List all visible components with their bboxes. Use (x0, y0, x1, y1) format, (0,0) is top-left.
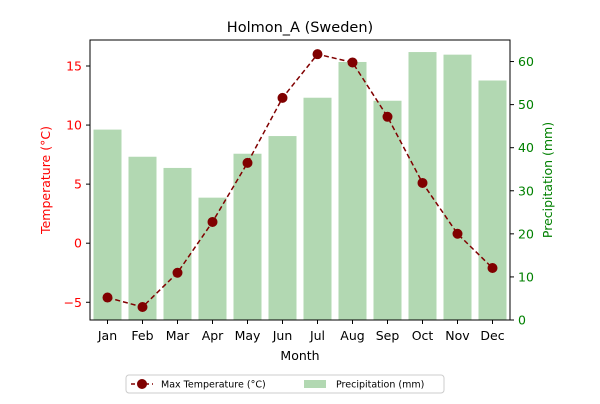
x-tick-label: Jul (309, 328, 325, 343)
x-tick-label: Dec (480, 328, 504, 343)
temperature-point-apr (207, 216, 218, 227)
y-right-axis-label: Precipitation (mm) (540, 122, 555, 238)
x-tick-label: Jan (97, 328, 117, 343)
axes: Jan Feb Mar Apr May Jun Jul Aug Sep Oct Nov Dec −5 0 5… (64, 39, 534, 343)
temperature-point-jan (102, 292, 113, 303)
temperature-point-nov (452, 228, 463, 239)
y-left-tick-label: 0 (74, 236, 82, 251)
chart-title: Holmon_A (Sweden) (227, 20, 373, 36)
y-right-tick-label: 50 (518, 97, 534, 112)
temperature-point-jul (312, 49, 323, 60)
precipitation-bar-dec (478, 80, 507, 321)
precipitation-bar-nov (443, 54, 472, 321)
x-tick-label: Jun (272, 328, 293, 343)
legend-bar-swatch (304, 380, 326, 388)
y-left-axis-label: Temperature (°C) (38, 126, 53, 235)
temperature-point-may (242, 157, 253, 168)
temperature-point-aug (347, 57, 358, 68)
y-left-tick-label: 15 (66, 58, 82, 73)
y-right-tick-label: 40 (518, 140, 534, 155)
y-right-tick-label: 60 (518, 54, 534, 69)
precipitation-bar-aug (338, 61, 367, 320)
y-left-tick-label: −5 (64, 295, 82, 310)
temperature-point-feb (137, 302, 148, 312)
precipitation-bar-feb (128, 156, 157, 320)
temperature-point-dec (487, 263, 498, 274)
legend-box (125, 374, 445, 394)
y-right-tick-label: 0 (518, 313, 526, 328)
x-tick-label: Feb (131, 328, 153, 343)
x-tick-label: Aug (340, 328, 364, 343)
temperature-point-mar (172, 267, 183, 278)
temperature-point-sep (382, 111, 393, 122)
y-right-tick-label: 20 (518, 226, 534, 241)
temperature-line-layer (102, 49, 498, 312)
x-tick-label: Apr (202, 328, 224, 343)
legend-line-marker (137, 379, 147, 389)
legend-bar-label: Precipitation (mm) (336, 380, 424, 391)
y-right-tick-label: 10 (518, 269, 534, 284)
precipitation-bar-sep (373, 100, 402, 321)
x-tick-label: Mar (166, 328, 190, 343)
temperature-line (107, 53, 494, 308)
precipitation-bar-jun (268, 136, 297, 320)
x-axis-label: Month (280, 348, 319, 363)
precipitation-bar-mar (163, 167, 192, 320)
y-right-tick-label: 30 (518, 183, 534, 198)
temperature-point-oct (417, 177, 428, 188)
temperature-point-jun (277, 92, 288, 103)
plot-frame (89, 39, 511, 321)
precipitation-bar-apr (198, 197, 227, 320)
y-left-tick-label: 10 (66, 118, 82, 133)
x-tick-label: Oct (412, 328, 434, 343)
precipitation-bar-jan (93, 129, 122, 320)
y-left-tick-label: 5 (74, 177, 82, 192)
precipitation-bar-may (233, 153, 262, 320)
precipitation-bars (93, 52, 507, 321)
legend-line-label: Max Temperature (°C) (161, 380, 266, 391)
precipitation-bar-jul (303, 97, 332, 320)
x-tick-label: May (235, 328, 261, 343)
x-tick-label: Nov (445, 328, 470, 343)
legend: Max Temperature (°C) Precipitation (mm) (125, 374, 445, 394)
x-tick-label: Sep (376, 328, 400, 343)
